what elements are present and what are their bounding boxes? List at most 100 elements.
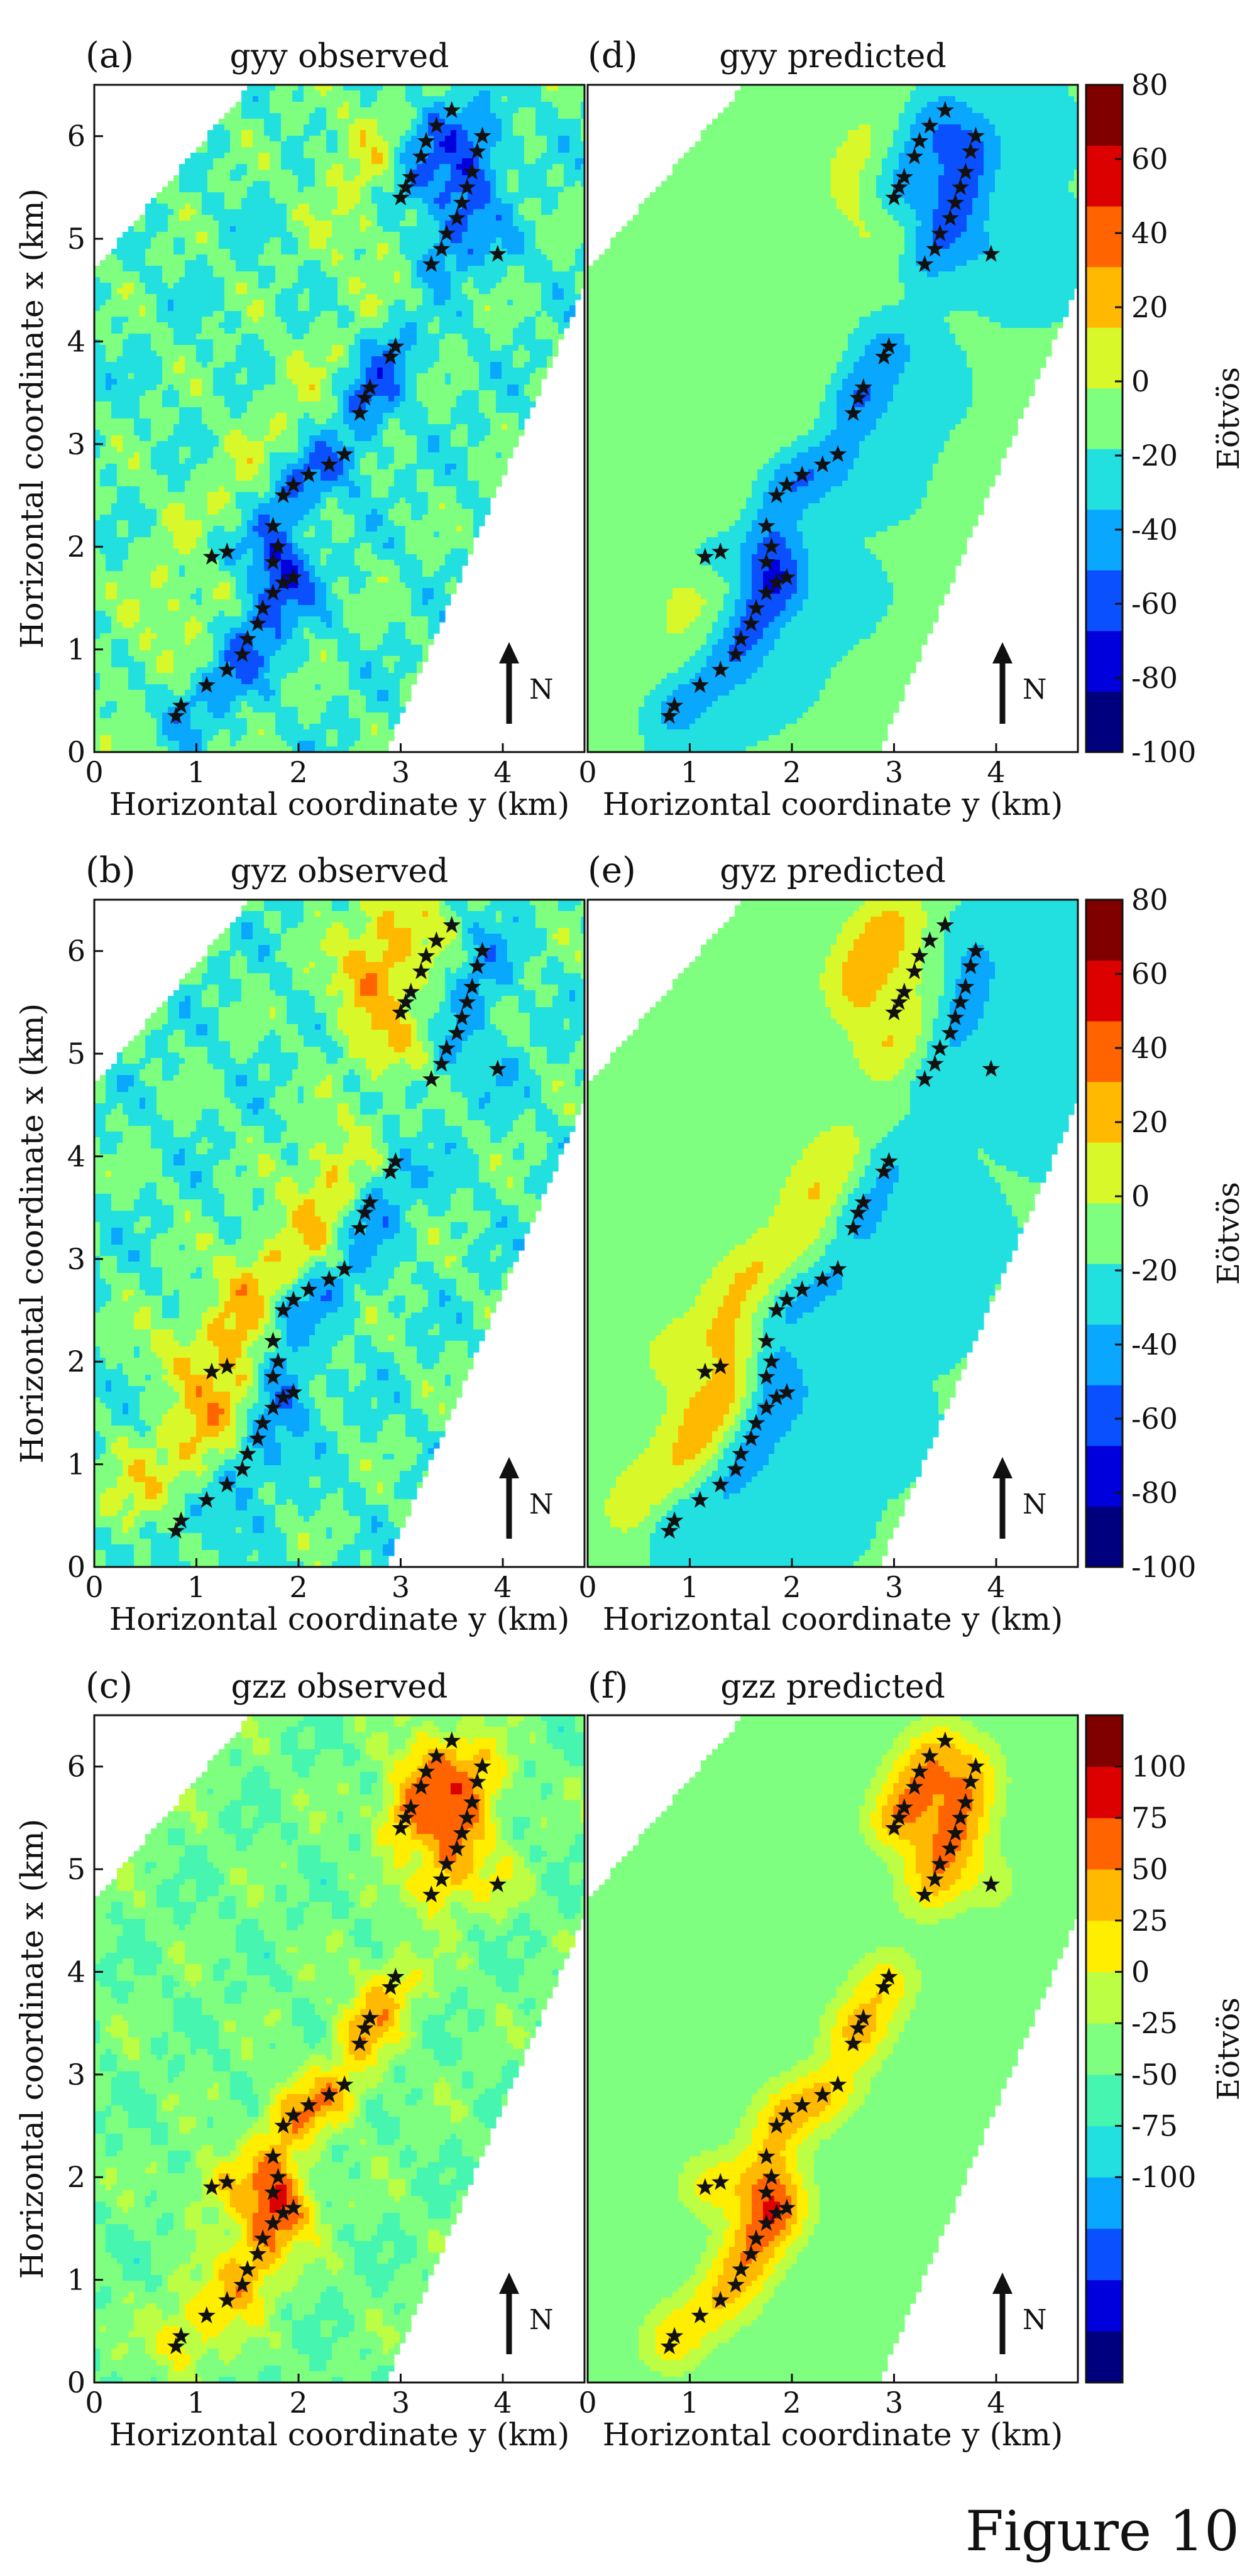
source-star [402,168,420,185]
colorbar-segment [1086,327,1123,389]
panel-label: (f) [588,1666,628,1706]
source-star [274,573,292,591]
colorbar-tick-label: -20 [1131,1253,1178,1287]
source-star [691,1490,709,1508]
source-star [197,675,216,693]
panel-label: (d) [588,35,638,76]
panel-title: gyz observed [231,853,449,890]
source-star [910,131,929,149]
source-star [849,2019,867,2036]
north-label: N [1023,2304,1047,2336]
source-star [711,1357,730,1375]
colorbar-tick-label: 60 [1131,142,1168,176]
y-tick-label: 0 [67,1550,85,1584]
source-star [711,2173,730,2190]
colorbar-tick-label: -100 [1131,1550,1196,1584]
source-star [926,1870,944,1887]
colorbar-segment [1086,266,1123,328]
source-star [463,977,481,995]
source-star [284,1383,303,1400]
source-star [757,516,776,534]
source-star [742,2244,760,2262]
colorbar-tick-label: 60 [1131,957,1168,991]
colorbar-tick-label: 25 [1131,1904,1168,1938]
source-star [264,1367,282,1385]
plot-frame [586,84,1079,753]
source-star [468,142,486,160]
source-star [442,101,461,118]
source-star [875,1978,893,1995]
panel-title: gyy observed [230,38,449,75]
x-tick-label: 1 [681,2386,699,2420]
source-star [905,1777,924,1795]
source-star [284,568,303,586]
x-tick-label: 1 [187,1570,206,1604]
x-tick-label: 0 [578,2386,596,2420]
source-star [238,1444,256,1462]
source-star [392,1818,410,1836]
source-star [957,162,975,180]
source-star [747,599,766,616]
source-star [711,1475,730,1493]
colorbar-segment [1086,691,1123,753]
source-star [253,1414,272,1431]
colorbar-tick-label: -40 [1131,513,1178,547]
colorbar-label: Eötvös [1211,367,1246,470]
colorbar-label: Eötvös [1211,1997,1246,2100]
heatmap-field [588,900,1078,1567]
source-star [300,2095,318,2113]
source-star [432,239,451,257]
source-star [269,537,287,555]
x-tick-label: 4 [987,755,1005,789]
colorbar-segment [1086,2126,1123,2178]
colorbar-segment [1086,1203,1123,1264]
x-tick-label: 1 [187,2386,206,2420]
source-star [711,542,730,560]
source-star [468,957,486,974]
north-label: N [1023,1488,1047,1520]
source-star [442,1731,461,1749]
colorbar-tick-label: 80 [1131,883,1168,917]
source-star [696,547,715,565]
source-star [813,1270,832,1287]
source-star [264,516,282,534]
source-star [361,2009,379,2026]
source-star [397,1808,415,1826]
source-star [432,1054,451,1072]
x-tick-label: 4 [987,2386,1005,2420]
colorbar-label: Eötvös [1211,1182,1246,1285]
source-star [218,1357,236,1375]
source-star [427,116,446,134]
source-star [711,660,730,678]
source-star [351,403,369,421]
source-star [936,1731,954,1749]
colorbar-tick-label: -60 [1131,1402,1178,1436]
heatmap-field [588,85,1078,752]
source-markers [660,1731,1001,2354]
x-tick-label: 2 [289,1570,307,1604]
colorbar-segment [1086,449,1123,510]
source-star [905,962,924,980]
plot-frame [93,898,586,1568]
source-star [417,1762,436,1779]
source-star [941,209,960,226]
source-star [757,1398,776,1416]
source-star [167,706,185,724]
source-star [828,2075,847,2093]
source-star [248,2244,267,2262]
source-star [453,193,471,210]
colorbar-segment [1086,2177,1123,2229]
source-star [427,931,446,949]
colorbar-tick-label: -25 [1131,2006,1178,2040]
source-star [762,2168,781,2185]
x-tick-label: 1 [187,755,206,789]
colorbar-segment [1086,960,1123,1022]
source-star [397,178,415,195]
source-star [957,977,975,995]
panel-title: gyz predicted [720,853,946,890]
colorbar-segment [1086,2331,1123,2383]
source-star [962,1772,980,1790]
